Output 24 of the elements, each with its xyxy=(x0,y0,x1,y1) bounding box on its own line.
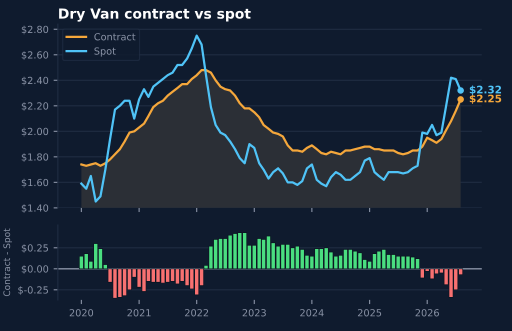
y-tick-label: $1.80 xyxy=(22,153,48,162)
chart-title: Dry Van contract vs spot xyxy=(59,8,251,22)
x-tick-label: 2026 xyxy=(416,309,439,316)
y-tick-label: $1.60 xyxy=(22,178,48,188)
y-tick-label: $0.00 xyxy=(22,265,48,274)
x-tick-label: 2020 xyxy=(70,309,94,316)
y-tick-label: $2.60 xyxy=(22,51,48,60)
y-tick-label: $2.40 xyxy=(22,76,48,86)
annotation: $2.32 xyxy=(470,85,502,95)
x-tick-label: 2022 xyxy=(185,309,208,316)
x-tick-label: 2023 xyxy=(242,309,266,316)
y-tick-label: $1.40 xyxy=(22,204,48,213)
y-tick-label: $2.80 xyxy=(22,26,48,34)
x-tick-label: 2021 xyxy=(127,309,151,316)
y-tick-label: $2.00 xyxy=(22,128,48,136)
y-tick-label: $2.20 xyxy=(22,102,48,111)
x-tick-label: 2025 xyxy=(358,309,382,316)
legend-label: Contract xyxy=(94,33,136,40)
legend-label: Spot xyxy=(94,47,116,57)
annotation: $2.25 xyxy=(470,94,502,104)
y-tick-label: $0.25 xyxy=(22,244,48,253)
x-tick-label: 2024 xyxy=(300,309,324,316)
y-tick-label: $-0.25 xyxy=(18,286,48,295)
y-axis-title: Contract - Spot xyxy=(3,228,12,296)
